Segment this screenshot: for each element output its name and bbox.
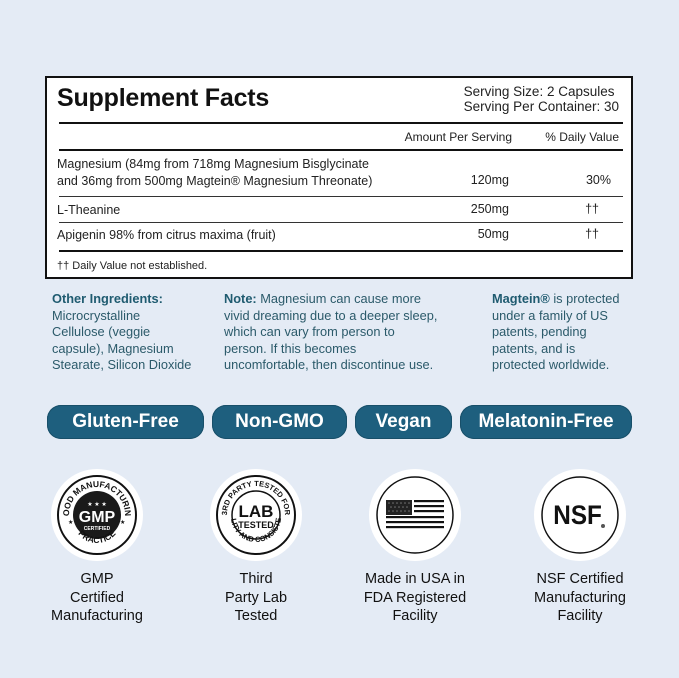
text-line: Magnesium can cause more bbox=[256, 291, 422, 306]
text-line: protected worldwide. bbox=[492, 357, 610, 373]
panel-title: Supplement Facts bbox=[57, 84, 270, 112]
text-line: patents, pending bbox=[492, 324, 587, 340]
text-line: Manufacturing bbox=[51, 608, 143, 624]
serving-size: Serving Size: 2 Capsules bbox=[463, 84, 615, 99]
melatonin-free-badge: Melatonin-Free bbox=[460, 405, 632, 439]
servings-per-container: Serving Per Container: 30 bbox=[463, 99, 619, 114]
divider bbox=[59, 122, 623, 124]
svg-text:★: ★ bbox=[120, 519, 125, 526]
text-line: Tested bbox=[234, 608, 278, 624]
other-ingredients-label: Other Ingredients: bbox=[52, 291, 163, 306]
nsf-icon: NSF bbox=[534, 469, 626, 561]
svg-text:PRACTICE: PRACTICE bbox=[76, 528, 117, 545]
lab-tested-caption: Third Party Lab Tested bbox=[176, 570, 336, 626]
magnesium-note: Note: Magnesium can cause more vivid dre… bbox=[224, 291, 437, 374]
text-line: Certified bbox=[70, 589, 124, 606]
ingredient-dv: †† bbox=[585, 227, 599, 241]
divider bbox=[59, 149, 623, 151]
ingredient-dv: †† bbox=[585, 202, 599, 216]
text-line: patents, and is bbox=[492, 340, 576, 356]
text-line: under a family of US bbox=[492, 307, 608, 323]
footnote: †† Daily Value not established. bbox=[57, 260, 208, 272]
svg-text:GMP: GMP bbox=[79, 509, 116, 526]
header-amount: Amount Per Serving bbox=[404, 130, 512, 144]
ingredient-name: Apigenin 98% from citrus maxima (fruit) bbox=[57, 228, 276, 242]
text-line: GMP bbox=[80, 571, 114, 587]
note-label: Note: bbox=[224, 291, 257, 306]
svg-text:NSF: NSF bbox=[553, 501, 602, 530]
other-ingredients: Other Ingredients: Microcrystalline Cell… bbox=[52, 291, 191, 374]
text-line: Made in USA in bbox=[365, 571, 465, 587]
ingredient-amount: 120mg bbox=[470, 173, 509, 187]
svg-text:★ ★ ★: ★ ★ ★ bbox=[87, 501, 106, 508]
ingredient-dv: 30% bbox=[585, 173, 611, 187]
svg-text:★: ★ bbox=[68, 519, 73, 526]
ingredient-amount: 250mg bbox=[470, 202, 509, 216]
gluten-free-badge: Gluten-Free bbox=[47, 405, 204, 439]
text-line: is protected bbox=[549, 291, 620, 306]
svg-text:LAB: LAB bbox=[239, 502, 274, 521]
svg-text:CERTIFIED: CERTIFIED bbox=[84, 526, 111, 532]
nsf-caption: NSF Certified Manufacturing Facility bbox=[500, 570, 660, 626]
divider bbox=[59, 222, 623, 223]
supplement-facts-panel: Supplement Facts Serving Size: 2 Capsule… bbox=[45, 76, 633, 279]
lab-tested-icon: 3RD PARTY TESTED FOR QUALITY AND CONSIST… bbox=[210, 469, 302, 561]
divider bbox=[59, 196, 623, 197]
ingredient-name: L-Theanine bbox=[57, 203, 121, 217]
text-line: Facility bbox=[392, 608, 438, 624]
text-line: Stearate, Silicon Dioxide bbox=[52, 357, 192, 373]
text-line: Third bbox=[239, 571, 273, 587]
text-line: vivid dreaming due to a deeper sleep, bbox=[224, 307, 438, 323]
vegan-badge: Vegan bbox=[355, 405, 452, 439]
magtein-note: Magtein® is protected under a family of … bbox=[492, 291, 620, 374]
text-line: Party Lab bbox=[224, 589, 288, 606]
text-line: FDA Registered bbox=[363, 589, 467, 606]
text-line: Microcrystalline bbox=[52, 307, 141, 323]
gmp-caption: GMP Certified Manufacturing bbox=[17, 570, 177, 626]
header-daily-value: % Daily Value bbox=[545, 130, 619, 144]
ingredient-name: and 36mg from 500mg Magtein® Magnesium T… bbox=[57, 174, 373, 188]
usa-caption: Made in USA in FDA Registered Facility bbox=[335, 570, 495, 626]
text-line: person. If this becomes bbox=[224, 340, 357, 356]
text-line: which can vary from person to bbox=[224, 324, 395, 340]
table-row: Magnesium (84mg from 718mg Magnesium Bis… bbox=[57, 156, 621, 196]
gmp-certified-icon: GOOD MANUFACTURING PRACTICE ★ ★ ★ GMP CE… bbox=[51, 469, 143, 561]
text-line: capsule), Magnesium bbox=[52, 340, 174, 356]
text-line: NSF Certified bbox=[536, 571, 624, 587]
non-gmo-badge: Non-GMO bbox=[212, 405, 347, 439]
text-line: Facility bbox=[557, 608, 603, 624]
divider bbox=[59, 250, 623, 252]
magtein-label: Magtein® bbox=[492, 291, 550, 306]
text-line: uncomfortable, then discontinue use. bbox=[224, 357, 434, 373]
usa-flag-icon bbox=[369, 469, 461, 561]
text-line: Cellulose (veggie bbox=[52, 324, 151, 340]
svg-text:TESTED: TESTED bbox=[238, 520, 274, 530]
serving-info: Serving Size: 2 Capsules Serving Per Con… bbox=[464, 84, 619, 114]
ingredient-amount: 50mg bbox=[477, 227, 509, 241]
ingredient-name: Magnesium (84mg from 718mg Magnesium Bis… bbox=[57, 157, 369, 171]
text-line: Manufacturing bbox=[534, 589, 626, 606]
